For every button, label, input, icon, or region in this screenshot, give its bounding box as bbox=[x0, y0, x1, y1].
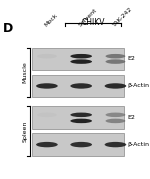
Ellipse shape bbox=[70, 142, 92, 147]
Ellipse shape bbox=[70, 59, 92, 64]
Text: β-Actin: β-Actin bbox=[127, 83, 149, 88]
Ellipse shape bbox=[106, 119, 125, 123]
Ellipse shape bbox=[37, 54, 57, 59]
Text: D: D bbox=[3, 22, 13, 35]
Ellipse shape bbox=[105, 83, 126, 89]
Ellipse shape bbox=[70, 83, 92, 89]
Ellipse shape bbox=[106, 113, 125, 117]
Text: TAK-242: TAK-242 bbox=[112, 6, 133, 28]
Ellipse shape bbox=[106, 54, 125, 59]
Ellipse shape bbox=[70, 54, 92, 59]
Text: E2: E2 bbox=[127, 115, 135, 120]
Text: β-Actin: β-Actin bbox=[127, 142, 149, 147]
Text: Mock: Mock bbox=[43, 13, 58, 28]
Ellipse shape bbox=[37, 113, 57, 117]
Bar bbox=[32, 133, 124, 156]
Text: CHIKV: CHIKV bbox=[81, 18, 105, 27]
Bar bbox=[32, 75, 124, 97]
Bar bbox=[32, 48, 124, 70]
Text: Muscle: Muscle bbox=[23, 62, 28, 83]
Text: Spleen: Spleen bbox=[23, 120, 28, 142]
Ellipse shape bbox=[36, 83, 58, 89]
Ellipse shape bbox=[106, 59, 125, 64]
Ellipse shape bbox=[70, 113, 92, 117]
Ellipse shape bbox=[36, 142, 58, 147]
Ellipse shape bbox=[70, 119, 92, 123]
Ellipse shape bbox=[105, 142, 126, 147]
Text: E2: E2 bbox=[127, 56, 135, 61]
Bar bbox=[32, 106, 124, 129]
Text: Solvent: Solvent bbox=[78, 8, 98, 28]
